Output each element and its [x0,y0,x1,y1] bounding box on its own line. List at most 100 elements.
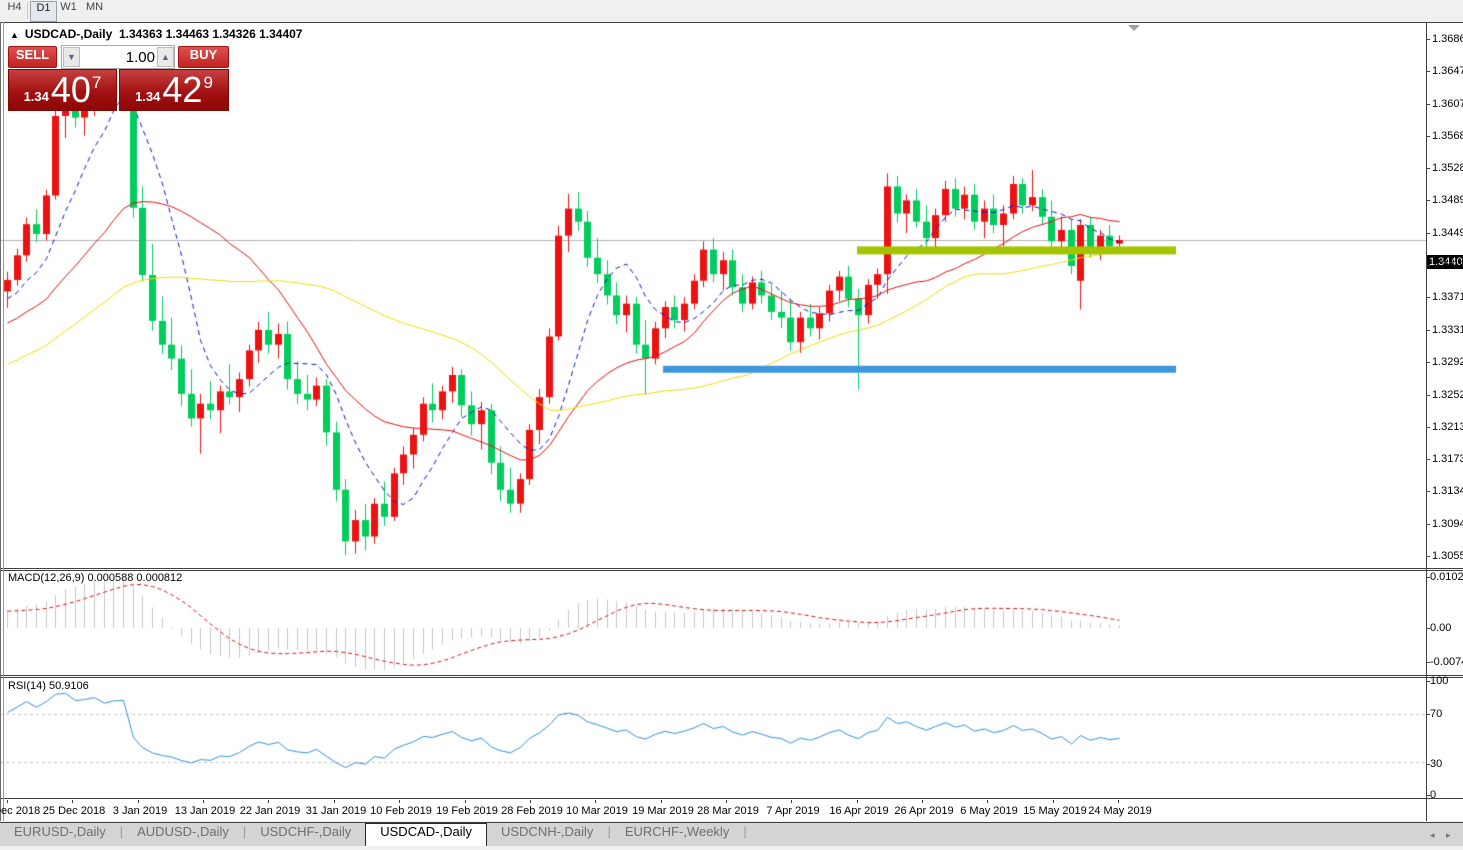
rsi-axis-tick-mark [1426,714,1430,715]
price-axis-tick-mark [1426,556,1430,557]
collapse-chart-icon[interactable]: ▲ [10,30,19,40]
chart-tab-usdcnh[interactable]: USDCNH-,Daily [500,824,594,839]
time-axis-label: 7 Apr 2019 [766,805,820,817]
time-axis-label: 19 Mar 2019 [632,805,694,817]
price-axis-tick-mark [1426,104,1430,105]
time-axis-tick-mark [203,800,204,803]
rsi-indicator-label: RSI(14) 50.9106 [8,680,89,692]
price-axis-tick: 1.31340 [1432,485,1463,497]
sell-button[interactable]: SELL [8,46,57,68]
time-axis-label: 24 May 2019 [1088,805,1152,817]
time-axis-tick-mark [922,800,923,803]
time-axis-label: 16 Apr 2019 [829,805,889,817]
volume-increase-button[interactable]: ▲ [157,47,174,67]
chart-title: USDCAD-,Daily [24,27,113,41]
tab-scroll-right-icon[interactable]: ▸ [1446,830,1451,840]
chart-tab-bar: ◂ ▸ EURUSD-,Daily | AUDUSD-,Daily | USDCHF-,… [0,822,1463,847]
panel-separator[interactable] [0,675,1463,676]
price-axis-tick-mark [1426,491,1430,492]
toolbar-separator [27,2,28,19]
macd-indicator-label: MACD(12,26,9) 0.000588 0.000812 [8,572,183,584]
main-chart-canvas[interactable] [0,23,1426,568]
chart-tab-eurusd[interactable]: EURUSD-,Daily [14,824,106,839]
time-axis-tick-mark [1053,800,1054,803]
time-axis-tick-mark [72,800,73,803]
price-axis-tick: 1.31730 [1432,453,1463,465]
sell-price-box[interactable]: 1.34 40 7 [8,69,117,111]
price-axis-tick: 1.35280 [1432,162,1463,174]
price-axis-tick: 1.32520 [1432,389,1463,401]
time-axis-label: 22 Jan 2019 [239,805,301,817]
price-axis-tick: 1.34890 [1432,194,1463,206]
price-axis-tick-mark [1426,265,1430,266]
chart-tab-audusd[interactable]: AUDUSD-,Daily [137,824,229,839]
volume-input[interactable] [81,47,155,67]
time-axis-tick-mark [138,800,139,803]
rsi-axis-tick-mark [1426,795,1430,796]
price-axis-tick: 1.32920 [1432,356,1463,368]
chevron-down-icon: ▼ [67,52,76,62]
panel-separator[interactable] [0,570,1463,571]
status-strip [0,846,1463,850]
chart-tab-eurchf[interactable]: EURCHF-,Weekly [624,824,730,839]
chart-tab-usdcad[interactable]: USDCAD-,Daily [365,823,487,847]
price-axis-tick-mark [1426,395,1430,396]
time-axis-tick-mark [530,800,531,803]
timeframe-button-d1[interactable]: D1 [30,1,57,22]
time-axis-tick-mark [726,800,727,803]
timeframe-button-mn[interactable]: MN [85,1,104,13]
time-axis-tick-mark [7,800,8,803]
timeframe-button-h4[interactable]: H4 [7,1,22,13]
time-axis-tick-mark [268,800,269,803]
buy-price-pip: 9 [203,73,213,92]
price-axis-tick-mark [1426,459,1430,460]
macd-axis-tick: 0.00 [1430,622,1452,634]
buy-price-box[interactable]: 1.34 42 9 [119,69,229,111]
volume-decrease-button[interactable]: ▼ [63,47,80,67]
time-axis-tick-mark [334,800,335,803]
time-axis-label: 19 Feb 2019 [436,805,498,817]
chart-tab-usdchf[interactable]: USDCHF-,Daily [260,824,352,839]
price-axis-tick: 1.32130 [1432,421,1463,433]
time-axis-tick-mark [1118,800,1119,803]
price-axis-tick: 1.34100 [1432,259,1463,271]
time-axis-tick-mark [661,800,662,803]
macd-axis-tick: 0.010229 [1430,571,1463,583]
tab-scroll-left-icon[interactable]: ◂ [1430,830,1435,840]
price-axis-tick-mark [1426,233,1430,234]
volume-stepper: ▼ ▲ [61,45,175,69]
panel-separator[interactable] [0,568,1463,569]
price-axis-tick: 1.30940 [1432,518,1463,530]
buy-price-big: 42 [162,69,203,110]
price-axis-tick-mark [1426,168,1430,169]
time-axis-tick-mark [465,800,466,803]
panel-border-top [0,22,1463,23]
chart-ohlc-values: 1.34363 1.34463 1.34326 1.34407 [118,27,303,41]
time-axis-label: 3 Jan 2019 [112,805,168,817]
time-axis-label: 31 Jan 2019 [305,805,367,817]
price-axis-tick: 1.36860 [1432,33,1463,45]
macd-axis-tick-mark [1426,577,1430,578]
macd-axis-tick: -0.007477 [1430,656,1463,668]
current-price-tag: 1.34407 [1427,255,1463,269]
price-axis-border [1426,22,1427,821]
chart-shift-marker-icon [1128,25,1140,31]
time-axis-label: 16 Dec 2018 [0,805,41,817]
rsi-panel-canvas[interactable] [0,678,1426,798]
macd-panel-canvas[interactable] [0,571,1426,675]
tab-separator: | [607,824,611,839]
time-axis-tick-mark [595,800,596,803]
panel-separator[interactable] [0,677,1463,678]
tab-separator: | [242,824,247,839]
timeframe-button-w1[interactable]: W1 [60,1,77,13]
rsi-axis-tick-mark [1426,681,1430,682]
macd-axis-tick-mark [1426,662,1430,663]
price-axis-tick: 1.33310 [1432,324,1463,336]
time-axis-label: 15 May 2019 [1023,805,1087,817]
rsi-axis-tick: 30 [1430,758,1443,770]
buy-button[interactable]: BUY [178,46,229,68]
chart-area: ▲ USDCAD-,Daily 1.34363 1.34463 1.34326 1… [0,22,1463,821]
sell-price-big: 40 [50,69,91,110]
time-axis-label: 28 Feb 2019 [501,805,563,817]
